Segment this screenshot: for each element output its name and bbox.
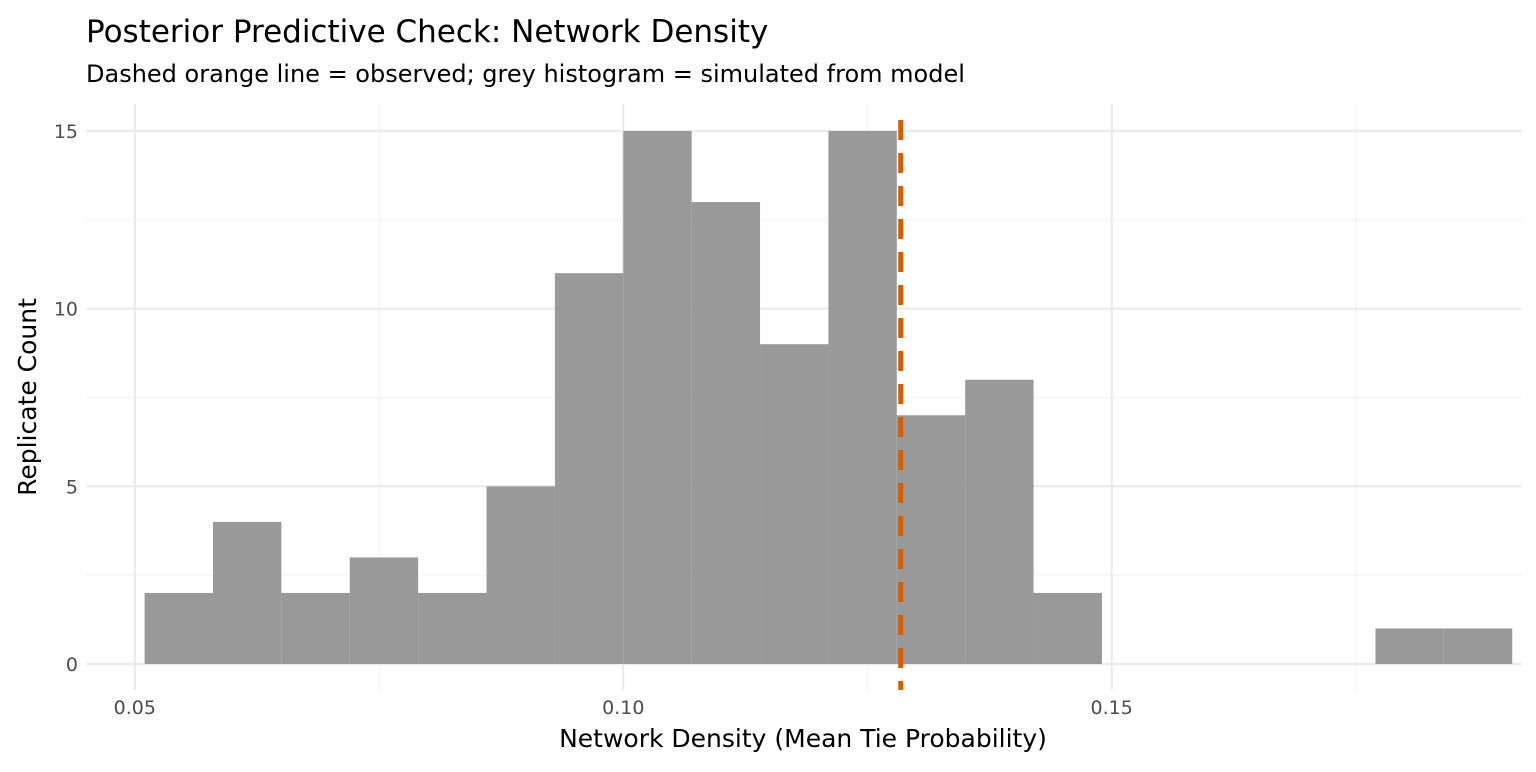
histogram-bar: [1375, 628, 1444, 664]
histogram-bars: [144, 131, 1513, 665]
histogram-bar: [486, 486, 555, 664]
histogram-bar: [144, 592, 213, 664]
x-tick-label: 0.10: [602, 697, 644, 719]
histogram-bar: [896, 415, 966, 664]
histogram-bar: [281, 592, 350, 664]
histogram-bar: [349, 557, 419, 664]
y-tick-label: 5: [66, 476, 78, 498]
histogram-bar: [828, 131, 897, 664]
histogram-bar: [418, 592, 487, 664]
x-tick-label: 0.05: [114, 697, 156, 719]
y-tick-label: 0: [66, 654, 78, 676]
histogram-bar: [965, 379, 1034, 664]
y-tick-label: 15: [54, 121, 78, 143]
x-axis-title: Network Density (Mean Tie Probability): [559, 724, 1047, 753]
histogram-bar: [554, 273, 624, 664]
x-tick-label: 0.15: [1091, 697, 1133, 719]
histogram-bar: [1033, 592, 1102, 664]
x-axis-ticks: 0.05 0.10 0.15: [114, 697, 1133, 719]
chart-title: Posterior Predictive Check: Network Dens…: [86, 14, 768, 50]
histogram-bar: [623, 131, 692, 664]
histogram-bar: [1443, 628, 1513, 664]
chart-subtitle: Dashed orange line = observed; grey hist…: [86, 60, 965, 88]
histogram-bar: [691, 202, 761, 665]
y-axis-ticks: 0 5 10 15: [54, 121, 78, 676]
histogram-bar: [212, 521, 282, 664]
y-axis-title: Replicate Count: [13, 298, 42, 496]
y-tick-label: 10: [54, 299, 78, 321]
histogram-bar: [760, 344, 829, 664]
